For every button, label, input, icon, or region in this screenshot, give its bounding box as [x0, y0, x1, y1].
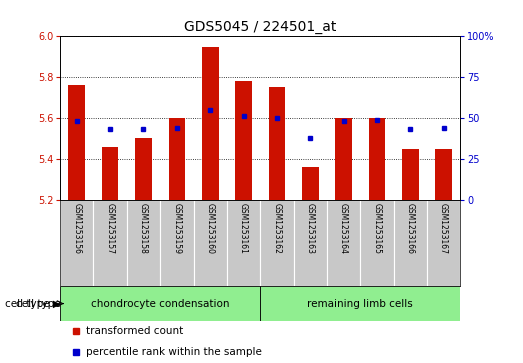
Bar — [302, 167, 319, 200]
Bar — [227, 200, 260, 286]
Bar — [360, 200, 393, 286]
Text: remaining limb cells: remaining limb cells — [308, 299, 413, 309]
Bar — [135, 138, 152, 200]
Text: GSM1253165: GSM1253165 — [372, 203, 381, 254]
Bar — [160, 200, 194, 286]
Text: GSM1253161: GSM1253161 — [239, 203, 248, 254]
Text: transformed count: transformed count — [86, 326, 184, 335]
Text: cell type ▶: cell type ▶ — [5, 299, 61, 309]
Text: GSM1253158: GSM1253158 — [139, 203, 148, 254]
Text: GSM1253164: GSM1253164 — [339, 203, 348, 254]
Text: cell type: cell type — [16, 299, 60, 309]
Bar — [260, 286, 460, 321]
Text: chondrocyte condensation: chondrocyte condensation — [91, 299, 230, 309]
Bar — [427, 200, 460, 286]
Bar — [268, 87, 285, 200]
Bar — [369, 118, 385, 200]
Bar — [260, 200, 293, 286]
Text: percentile rank within the sample: percentile rank within the sample — [86, 347, 262, 357]
Bar — [102, 147, 119, 200]
Bar — [335, 118, 352, 200]
Title: GDS5045 / 224501_at: GDS5045 / 224501_at — [184, 20, 336, 34]
Text: GSM1253162: GSM1253162 — [272, 203, 281, 254]
Bar — [235, 81, 252, 200]
Bar — [60, 286, 260, 321]
Bar — [202, 46, 219, 200]
Text: GSM1253163: GSM1253163 — [306, 203, 315, 254]
Bar — [435, 149, 452, 200]
Bar — [394, 200, 427, 286]
Bar — [69, 85, 85, 200]
Text: GSM1253166: GSM1253166 — [406, 203, 415, 254]
Text: GSM1253157: GSM1253157 — [106, 203, 115, 254]
Bar — [60, 200, 94, 286]
Bar — [293, 200, 327, 286]
Bar — [168, 118, 185, 200]
Text: GSM1253167: GSM1253167 — [439, 203, 448, 254]
Text: GSM1253160: GSM1253160 — [206, 203, 214, 254]
Text: GSM1253159: GSM1253159 — [173, 203, 181, 254]
Bar — [94, 200, 127, 286]
Bar — [402, 149, 418, 200]
Bar — [194, 200, 227, 286]
Bar — [327, 200, 360, 286]
Bar — [127, 200, 160, 286]
Text: GSM1253156: GSM1253156 — [72, 203, 81, 254]
